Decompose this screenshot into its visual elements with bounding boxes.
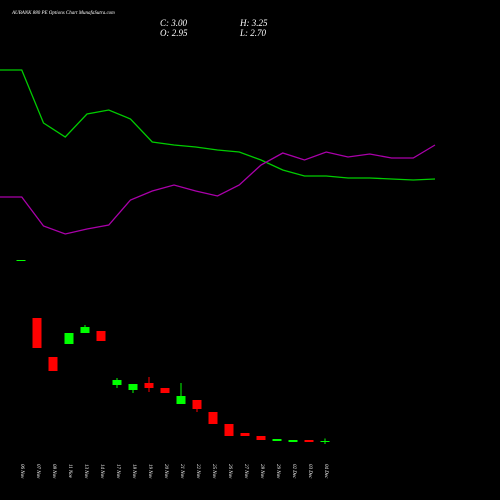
candle-body: [240, 433, 250, 436]
candle-body: [128, 384, 138, 390]
open-label: O: 2.95: [160, 28, 188, 38]
indicator-line: [0, 69, 436, 181]
candle-body: [288, 440, 298, 442]
high-label: H: 3.25: [239, 18, 268, 28]
indicator-line: [0, 144, 436, 235]
chart-title: AUBANK 880 PE Options Chart MunafaSutra.…: [11, 11, 115, 16]
x-tick-label: 28 Nov: [259, 464, 264, 479]
close-label: C: 3.00: [160, 18, 188, 28]
candle-body: [192, 400, 202, 409]
x-tick-label: 22 Nov: [195, 464, 200, 479]
x-tick-label: 13 Nov: [83, 464, 88, 479]
candle-body: [160, 388, 170, 393]
candle-body: [272, 439, 282, 441]
candle-body: [176, 396, 186, 404]
x-tick-label: 11 Nov: [67, 464, 72, 479]
candle-body: [80, 327, 90, 333]
x-tick-label: 29 Nov: [275, 464, 280, 479]
low-label: L: 2.70: [239, 28, 267, 38]
x-tick-label: 26 Nov: [227, 464, 232, 479]
x-tick-label: 19 Nov: [147, 464, 152, 479]
x-tick-label: 21 Nov: [179, 464, 184, 479]
candle-body: [32, 318, 42, 348]
x-tick-label: 18 Nov: [131, 464, 136, 479]
x-tick-label: 20 Nov: [163, 464, 168, 479]
x-tick-label: 06 Nov: [19, 464, 24, 479]
x-tick-label: 27 Nov: [243, 464, 248, 479]
x-tick-label: 07 Nov: [35, 464, 40, 479]
candle-body: [64, 333, 74, 344]
candle-body: [96, 331, 106, 341]
candle-body: [16, 260, 26, 261]
x-tick-label: 25 Nov: [211, 464, 216, 479]
candle-body: [144, 383, 154, 388]
candle-body: [256, 436, 266, 440]
candle-body: [304, 440, 314, 442]
x-tick-label: 04 Dec: [323, 464, 328, 479]
x-tick-label: 08 Nov: [51, 464, 56, 479]
candle-body: [112, 380, 122, 385]
x-tick-label: 17 Nov: [115, 464, 120, 479]
x-tick-label: 03 Dec: [307, 464, 312, 479]
candle-body: [208, 412, 218, 424]
candle-body: [320, 441, 330, 442]
candle-body: [224, 424, 234, 436]
x-tick-label: 02 Dec: [291, 464, 296, 479]
candle-body: [48, 357, 58, 371]
x-tick-label: 14 Nov: [99, 464, 104, 479]
